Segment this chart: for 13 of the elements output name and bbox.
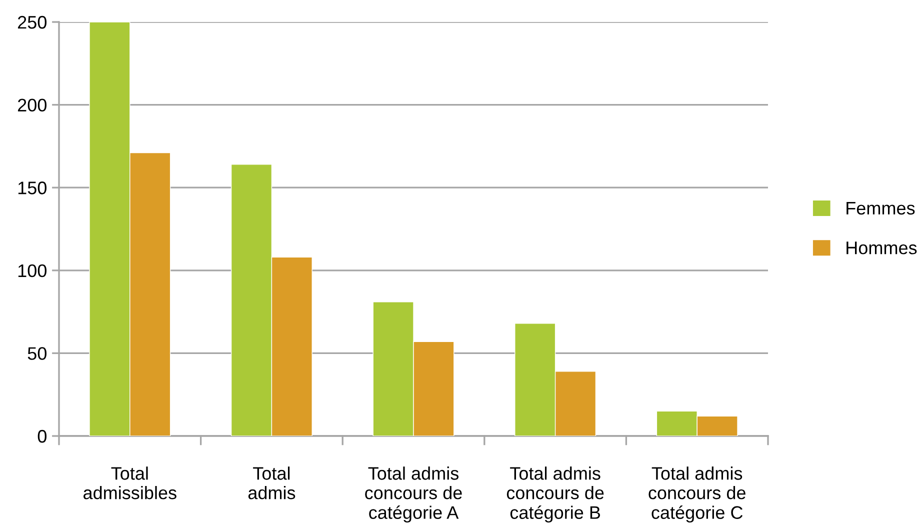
x-tick-label: Total admissibles xyxy=(84,466,176,500)
x-tick-label: Total admis concours de catégorie A xyxy=(365,466,462,523)
y-tick-label: 100 xyxy=(18,264,46,278)
legend-label: Femmes xyxy=(846,202,915,215)
x-tick-label: Total admis concours de catégorie B xyxy=(506,466,604,523)
y-tick-label: 250 xyxy=(18,16,46,29)
y-tick-label: 0 xyxy=(38,430,46,443)
x-tick-label: Total admis xyxy=(248,466,296,500)
y-tick-label: 200 xyxy=(18,98,46,112)
y-tick-label: 150 xyxy=(18,182,46,194)
x-tick-label: Total admis concours de catégorie C xyxy=(648,466,746,523)
legend-label: Hommes xyxy=(846,242,917,254)
y-tick-label: 50 xyxy=(28,347,46,360)
